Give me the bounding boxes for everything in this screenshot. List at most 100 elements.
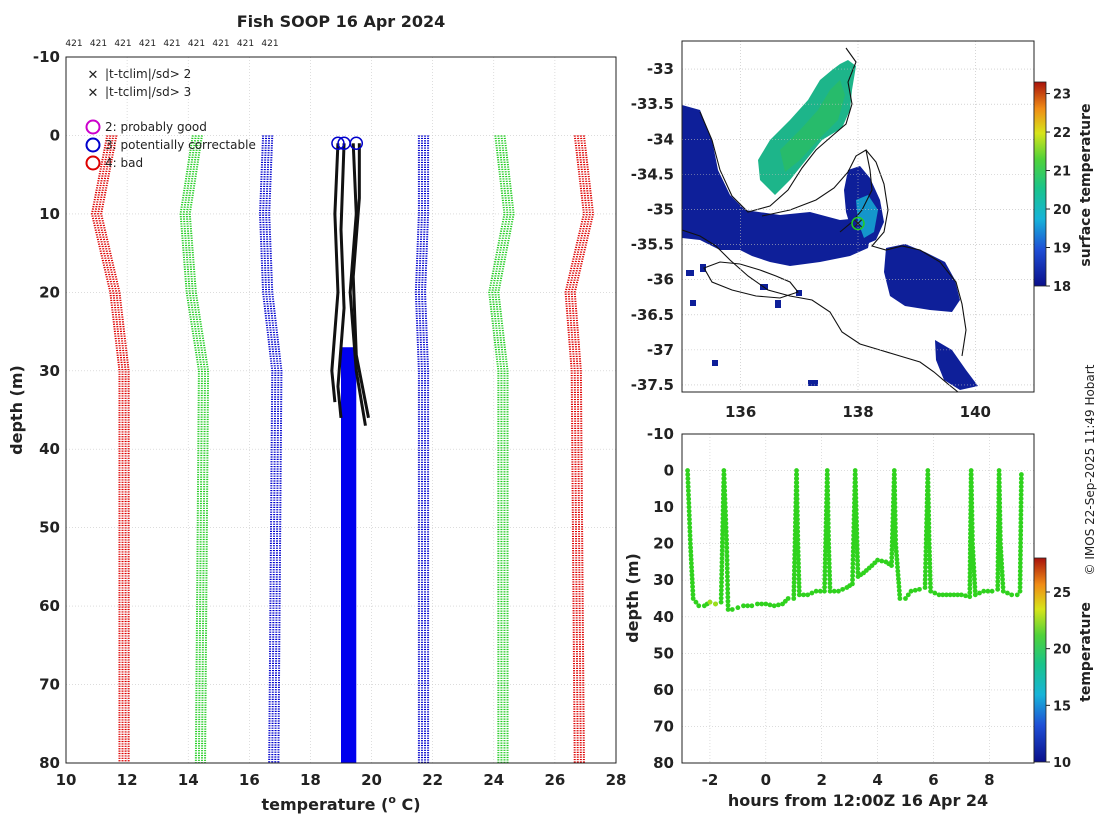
track-point	[809, 590, 815, 596]
map-eyre-coast	[699, 47, 857, 213]
track-point	[826, 553, 832, 558]
climatology-line	[420, 135, 427, 763]
track-y-tick-label: 70	[653, 717, 674, 735]
track-point	[719, 571, 725, 577]
track-point	[719, 539, 725, 545]
track-point	[824, 472, 830, 478]
track-point	[724, 553, 730, 559]
track-point	[794, 468, 799, 473]
track-xlabel: hours from 12:00Z 16 Apr 24	[728, 791, 988, 810]
track-point	[854, 519, 859, 524]
track-y-tick-label: -10	[647, 425, 674, 443]
climatology-line	[182, 135, 203, 763]
track-point	[853, 487, 859, 493]
track-point	[689, 568, 695, 574]
track-point	[725, 578, 730, 584]
track-point	[850, 565, 856, 571]
track-point	[891, 468, 897, 473]
track-point	[923, 552, 929, 558]
climatology-line	[488, 135, 506, 763]
track-point	[831, 588, 837, 594]
profile-y-tick-label: 50	[39, 519, 60, 537]
track-point	[724, 537, 729, 543]
map-y-tick-label: -37.5	[631, 376, 674, 394]
track-point	[969, 520, 975, 526]
track-point	[972, 592, 978, 598]
track-point	[795, 545, 801, 551]
climatology-line	[94, 135, 124, 763]
map-colorbar-tick-label: 21	[1053, 165, 1071, 180]
track-point	[796, 560, 801, 566]
track-point	[685, 484, 691, 490]
track-point	[795, 557, 801, 562]
track-point	[1017, 588, 1023, 594]
track-point	[826, 533, 831, 538]
profile-x-tick-label: 26	[544, 771, 565, 789]
track-point	[685, 476, 691, 482]
map-cool-west	[682, 105, 760, 250]
map-colorbar-tick-label: 18	[1053, 280, 1071, 295]
track-point	[735, 605, 741, 611]
track-point	[719, 559, 725, 565]
track-point	[892, 500, 898, 506]
track-point	[969, 533, 975, 538]
track-point	[689, 576, 695, 582]
track-point	[749, 603, 755, 609]
track-point	[892, 512, 898, 518]
track-point	[996, 472, 1002, 478]
track-point	[796, 588, 802, 594]
track-point	[724, 574, 730, 579]
track-point	[795, 520, 800, 526]
track-point	[997, 492, 1002, 498]
climatology-line	[491, 135, 509, 763]
track-point	[977, 590, 982, 596]
track-point	[969, 512, 975, 518]
track-point	[997, 529, 1003, 534]
track-point	[944, 592, 949, 598]
track-point	[896, 580, 902, 586]
track-point	[687, 541, 693, 547]
map-y-ticks: -33 -33.5 -34 -34.5 -35 -35.5 -36 -36.5 -37 -37.5	[631, 60, 674, 394]
track-point	[795, 525, 801, 530]
track-point	[970, 541, 975, 547]
track-point	[967, 582, 973, 588]
legend-label: 3: potentially correctable	[105, 138, 256, 152]
track-point	[967, 574, 973, 580]
track-point	[999, 572, 1005, 578]
track-point	[825, 476, 830, 482]
track-point	[825, 516, 831, 522]
track-point	[1009, 592, 1015, 598]
profile-y-tick-label: 80	[39, 754, 60, 772]
measured-profile-line	[351, 143, 370, 419]
profile-x-tick-label: 20	[361, 771, 382, 789]
track-point	[795, 529, 801, 534]
track-point	[1018, 496, 1024, 502]
track-point	[723, 520, 729, 526]
track-point	[1018, 492, 1024, 498]
track-point	[998, 549, 1004, 554]
track-point	[722, 504, 728, 510]
track-point	[926, 537, 932, 543]
track-point	[893, 541, 899, 547]
map-y-tick-label: -36	[647, 271, 674, 289]
track-x-tick-label: 4	[872, 771, 882, 789]
track-point	[1018, 488, 1024, 494]
track-point	[925, 468, 931, 473]
track-point	[1005, 590, 1010, 596]
profile-top-label: 421	[90, 39, 107, 49]
track-point	[996, 484, 1002, 490]
track-point	[923, 564, 928, 570]
track-point	[1017, 564, 1023, 570]
track-point	[685, 472, 691, 478]
track-point	[795, 537, 801, 543]
track-point	[791, 572, 797, 577]
track-point	[889, 559, 895, 565]
track-point	[822, 588, 827, 594]
profile-x-tick-label: 24	[483, 771, 504, 789]
track-point	[825, 496, 831, 502]
track-point	[796, 592, 802, 598]
track-point	[825, 480, 830, 486]
track-point	[1000, 584, 1006, 590]
map-colorbar-label: surface temperature	[1078, 103, 1094, 266]
track-point	[894, 553, 900, 558]
